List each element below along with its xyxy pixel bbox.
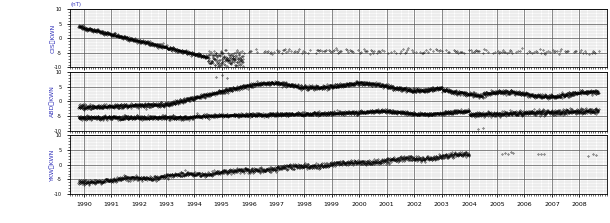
Y-axis label: OIS－KWN: OIS－KWN [49, 24, 56, 53]
Text: (nT): (nT) [70, 2, 81, 6]
Y-axis label: ABD－KWN: ABD－KWN [49, 86, 56, 117]
Y-axis label: YKW－KWN: YKW－KWN [49, 149, 56, 181]
